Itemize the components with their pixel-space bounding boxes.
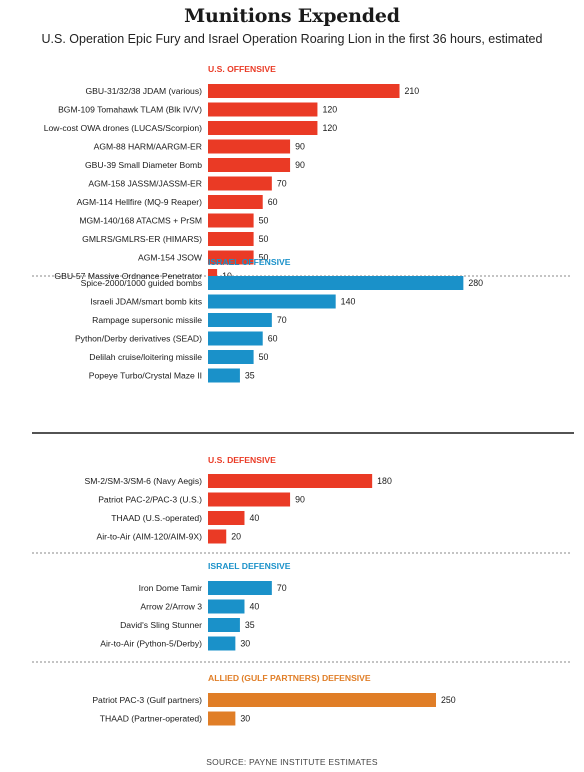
- category-label: David's Sling Stunner: [120, 620, 202, 630]
- value-label: 50: [259, 352, 269, 362]
- value-label: 40: [249, 602, 259, 612]
- category-label: THAAD (U.S.-operated): [111, 513, 202, 523]
- bar: [208, 195, 263, 209]
- source-note: SOURCE: PAYNE INSTITUTE ESTIMATES: [206, 757, 378, 767]
- bar: [208, 636, 236, 651]
- value-label: 90: [295, 160, 305, 170]
- value-label: 210: [405, 86, 420, 96]
- category-label: AGM-114 Hellfire (MQ-9 Reaper): [77, 197, 203, 207]
- bar: [208, 84, 400, 98]
- bar: [208, 618, 240, 632]
- value-label: 90: [295, 142, 305, 152]
- value-label: 60: [268, 197, 278, 207]
- category-label: SM-2/SM-3/SM-6 (Navy Aegis): [85, 476, 203, 486]
- category-label: GBU-39 Small Diameter Bomb: [85, 160, 202, 170]
- value-label: 30: [240, 714, 250, 724]
- value-label: 180: [377, 476, 392, 486]
- bar: [208, 158, 291, 172]
- bar: [208, 102, 318, 117]
- value-label: 40: [249, 513, 259, 523]
- chart-title: Munitions Expended: [184, 5, 400, 27]
- bar: [208, 474, 373, 488]
- bar: [208, 368, 240, 383]
- section-header-u-s-defensive: U.S. DEFENSIVE: [208, 455, 276, 465]
- bar: [208, 331, 263, 346]
- value-label: 120: [322, 123, 337, 133]
- value-label: 70: [277, 583, 287, 593]
- category-label: Arrow 2/Arrow 3: [140, 602, 202, 612]
- bar: [208, 693, 436, 707]
- category-label: Rampage supersonic missile: [92, 315, 202, 325]
- bar: [208, 232, 254, 246]
- bar: [208, 294, 336, 309]
- value-label: 70: [277, 315, 287, 325]
- category-label: Delilah cruise/loitering missile: [89, 352, 202, 362]
- value-label: 120: [322, 105, 337, 115]
- category-label: AGM-88 HARM/AARGM-ER: [94, 142, 202, 152]
- value-label: 60: [268, 334, 278, 344]
- category-label: GBU-57 Massive Ordnance Penetrator: [54, 271, 202, 281]
- value-label: 280: [468, 278, 483, 288]
- bar: [208, 176, 272, 191]
- bar: [208, 276, 464, 290]
- category-label: GMLRS/GMLRS-ER (HIMARS): [82, 234, 202, 244]
- value-label: 35: [245, 620, 255, 630]
- value-label: 35: [245, 371, 255, 381]
- section-header-allied-gulf-partners-defensive: ALLIED (GULF PARTNERS) DEFENSIVE: [208, 673, 371, 683]
- value-label: 50: [259, 253, 269, 263]
- category-label: THAAD (Partner-operated): [100, 714, 202, 724]
- category-label: Python/Derby derivatives (SEAD): [75, 334, 202, 344]
- bar: [208, 121, 318, 135]
- value-label: 50: [259, 234, 269, 244]
- chart-subtitle: U.S. Operation Epic Fury and Israel Oper…: [41, 32, 543, 46]
- category-label: AGM-154 JSOW: [138, 253, 203, 263]
- category-label: MGM-140/168 ATACMS + PrSM: [79, 216, 202, 226]
- bar: [208, 139, 291, 154]
- section-header-u-s-offensive: U.S. OFFENSIVE: [208, 64, 276, 74]
- category-label: Popeye Turbo/Crystal Maze II: [89, 371, 202, 381]
- bar: [208, 599, 245, 614]
- value-label: 50: [259, 216, 269, 226]
- category-label: Low-cost OWA drones (LUCAS/Scorpion): [44, 123, 202, 133]
- category-label: BGM-109 Tomahawk TLAM (Blk IV/V): [58, 105, 202, 115]
- category-label: Israeli JDAM/smart bomb kits: [90, 297, 202, 307]
- value-label: 20: [231, 532, 241, 542]
- section-header-israel-offensive: ISRAEL OFFENSIVE: [208, 257, 291, 267]
- bar: [208, 492, 291, 507]
- category-label: Air-to-Air (AIM-120/AIM-9X): [96, 532, 202, 542]
- bar: [208, 350, 254, 364]
- value-label: 90: [295, 495, 305, 505]
- bar: [208, 250, 254, 265]
- category-label: Patriot PAC-2/PAC-3 (U.S.): [98, 495, 202, 505]
- category-label: AGM-158 JASSM/JASSM-ER: [88, 179, 202, 189]
- bar: [208, 711, 236, 726]
- category-label: Air-to-Air (Python-5/Derby): [100, 639, 202, 649]
- bar: [208, 511, 245, 525]
- section-header-israel-defensive: ISRAEL DEFENSIVE: [208, 561, 291, 571]
- category-label: Patriot PAC-3 (Gulf partners): [92, 695, 202, 705]
- bar: [208, 529, 227, 544]
- bar: [208, 581, 272, 595]
- category-label: Spice-2000/1000 guided bombs: [81, 278, 202, 288]
- bar: [208, 213, 254, 228]
- category-label: GBU-31/32/38 JDAM (various): [85, 86, 202, 96]
- category-label: Iron Dome Tamir: [139, 583, 202, 593]
- value-label: 30: [240, 639, 250, 649]
- value-label: 250: [441, 695, 456, 705]
- value-label: 70: [277, 179, 287, 189]
- value-label: 140: [341, 297, 356, 307]
- bar: [208, 313, 272, 327]
